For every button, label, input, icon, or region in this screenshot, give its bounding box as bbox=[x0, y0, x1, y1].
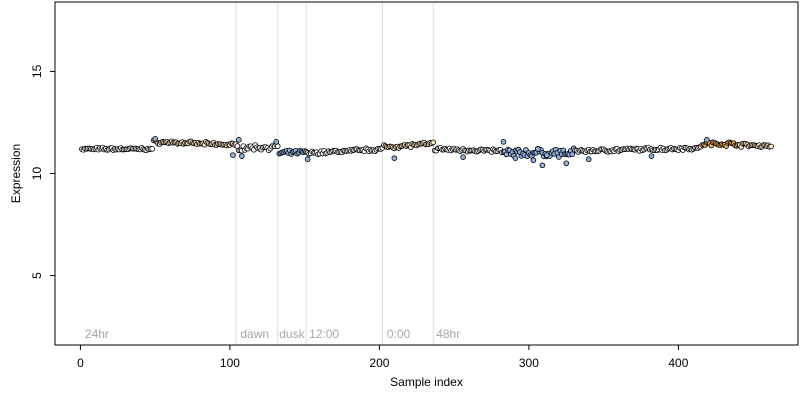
x-tick-label: 100 bbox=[220, 356, 240, 370]
data-point bbox=[768, 143, 774, 150]
region-labels: 24hr dawn dusk 12:00 0:00 48hr bbox=[85, 327, 460, 341]
data-points bbox=[79, 135, 774, 169]
data-point bbox=[535, 146, 541, 152]
plot-frame bbox=[54, 1, 799, 346]
y-axis-label: Expression bbox=[9, 144, 23, 203]
data-point bbox=[563, 160, 570, 167]
x-tick-label: 300 bbox=[519, 356, 539, 370]
data-point bbox=[430, 139, 437, 146]
data-point bbox=[530, 157, 537, 164]
region-label: 48hr bbox=[436, 327, 460, 341]
data-point bbox=[539, 162, 546, 169]
data-point bbox=[149, 146, 155, 152]
y-axis: 5 10 15 bbox=[30, 64, 55, 279]
region-label: dusk bbox=[279, 327, 305, 341]
data-point bbox=[304, 156, 311, 163]
region-label: 0:00 bbox=[387, 327, 411, 341]
x-tick-label: 400 bbox=[668, 356, 688, 370]
data-point bbox=[230, 152, 236, 158]
data-point bbox=[704, 137, 710, 143]
region-lines bbox=[235, 2, 434, 345]
data-point bbox=[460, 154, 466, 160]
data-point bbox=[500, 139, 507, 145]
region-label: dawn bbox=[240, 327, 269, 341]
y-tick-label: 5 bbox=[30, 272, 44, 279]
x-axis: 0 100 200 300 400 bbox=[77, 345, 689, 370]
data-point bbox=[544, 152, 550, 158]
data-point bbox=[648, 153, 655, 159]
x-tick-label: 200 bbox=[369, 356, 389, 370]
x-axis-label: Sample index bbox=[390, 375, 463, 389]
data-point bbox=[239, 153, 245, 159]
y-tick-label: 15 bbox=[30, 64, 44, 78]
data-point bbox=[391, 155, 398, 161]
data-point bbox=[152, 135, 158, 142]
region-label: 12:00 bbox=[309, 327, 339, 341]
data-point bbox=[569, 151, 576, 157]
data-point bbox=[512, 155, 519, 161]
x-tick-label: 0 bbox=[77, 356, 84, 370]
y-tick-label: 10 bbox=[30, 167, 44, 181]
data-point bbox=[585, 156, 592, 163]
data-point bbox=[273, 139, 280, 145]
region-label: 24hr bbox=[85, 327, 109, 341]
data-point bbox=[236, 137, 242, 143]
